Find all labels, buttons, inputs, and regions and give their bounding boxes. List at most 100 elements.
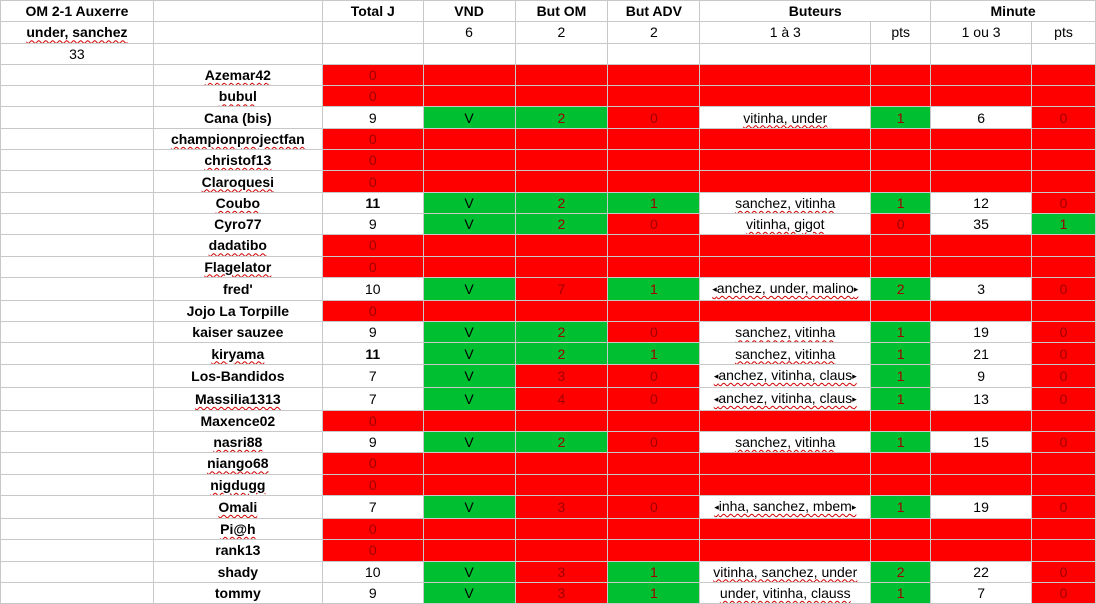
header-vnd[interactable]: VND <box>422 0 516 23</box>
but-om-cell[interactable]: 2 <box>514 321 609 344</box>
empty-cell[interactable] <box>607 299 701 323</box>
empty-cell[interactable] <box>930 170 1033 193</box>
empty-cell[interactable] <box>514 85 609 108</box>
cell[interactable] <box>422 42 516 65</box>
empty-cell[interactable] <box>607 63 701 87</box>
player-name[interactable]: nigdugg <box>152 473 323 496</box>
empty-cell[interactable] <box>930 255 1033 278</box>
minute-pts-cell[interactable]: 0 <box>1031 276 1096 301</box>
empty-cell[interactable] <box>870 452 932 475</box>
but-adv-cell[interactable]: 1 <box>607 191 701 214</box>
total-cell[interactable]: 9 <box>321 321 424 344</box>
empty-cell[interactable] <box>930 234 1033 257</box>
empty-cell[interactable] <box>514 234 609 257</box>
minute-pts-cell[interactable]: 0 <box>1031 106 1096 129</box>
total-cell[interactable]: 0 <box>321 127 424 151</box>
player-name[interactable]: niango68 <box>152 452 323 475</box>
vnd-cell[interactable]: V <box>422 494 516 519</box>
minute-cell[interactable]: 15 <box>930 431 1033 454</box>
but-adv-cell[interactable]: 0 <box>607 363 701 388</box>
but-om-cell[interactable]: 7 <box>514 276 609 301</box>
buteurs-cell[interactable]: anchez, vitinha, claus <box>699 363 872 388</box>
minute-cell[interactable]: 13 <box>930 386 1033 411</box>
minute-cell[interactable]: 6 <box>930 106 1033 129</box>
empty-cell[interactable] <box>870 170 932 193</box>
minute-pts-cell[interactable]: 0 <box>1031 321 1096 344</box>
empty-cell[interactable] <box>422 63 516 87</box>
empty-cell[interactable] <box>930 539 1033 562</box>
empty-cell[interactable] <box>1031 473 1096 496</box>
empty-cell[interactable] <box>422 255 516 278</box>
empty-cell[interactable] <box>699 299 872 323</box>
cell[interactable] <box>0 321 154 344</box>
minute-cell[interactable]: 7 <box>930 581 1033 604</box>
empty-cell[interactable] <box>607 473 701 496</box>
subheader-buteurs-pts[interactable]: pts <box>870 21 932 44</box>
empty-cell[interactable] <box>930 409 1033 433</box>
player-name[interactable]: Los-Bandidos <box>152 363 323 388</box>
cell[interactable] <box>0 363 154 388</box>
empty-cell[interactable] <box>514 149 609 172</box>
minute-pts-cell[interactable]: 0 <box>1031 560 1096 583</box>
player-name[interactable]: kaiser sauzee <box>152 321 323 344</box>
minute-cell[interactable]: 12 <box>930 191 1033 214</box>
player-name[interactable]: Cana (bis) <box>152 106 323 129</box>
buteurs-pts-cell[interactable]: 2 <box>870 560 932 583</box>
match-scorers[interactable]: under, sanchez <box>0 21 154 44</box>
empty-cell[interactable] <box>930 517 1033 541</box>
empty-cell[interactable] <box>422 85 516 108</box>
but-adv-cell[interactable]: 1 <box>607 342 701 365</box>
cell[interactable] <box>930 42 1033 65</box>
total-cell[interactable]: 0 <box>321 234 424 257</box>
vnd-cell[interactable]: V <box>422 581 516 604</box>
empty-cell[interactable] <box>870 85 932 108</box>
empty-cell[interactable] <box>870 517 932 541</box>
but-adv-cell[interactable]: 0 <box>607 494 701 519</box>
player-name[interactable]: kiryama <box>152 342 323 365</box>
buteurs-pts-cell[interactable]: 1 <box>870 321 932 344</box>
subheader-vnd[interactable]: 6 <box>422 21 516 44</box>
empty-cell[interactable] <box>607 127 701 151</box>
empty-cell[interactable] <box>422 517 516 541</box>
empty-cell[interactable] <box>699 149 872 172</box>
total-cell[interactable]: 0 <box>321 473 424 496</box>
total-cell[interactable]: 7 <box>321 386 424 411</box>
total-cell[interactable]: 0 <box>321 409 424 433</box>
empty-cell[interactable] <box>514 63 609 87</box>
minute-pts-cell[interactable]: 0 <box>1031 581 1096 604</box>
total-cell[interactable]: 9 <box>321 581 424 604</box>
cell[interactable] <box>870 42 932 65</box>
but-om-cell[interactable]: 3 <box>514 581 609 604</box>
buteurs-cell[interactable]: sanchez, vitinha <box>699 342 872 365</box>
empty-cell[interactable] <box>514 127 609 151</box>
empty-cell[interactable] <box>1031 234 1096 257</box>
minute-cell[interactable]: 21 <box>930 342 1033 365</box>
buteurs-pts-cell[interactable]: 1 <box>870 106 932 129</box>
total-cell[interactable]: 0 <box>321 255 424 278</box>
empty-cell[interactable] <box>607 539 701 562</box>
header-but-adv[interactable]: But ADV <box>607 0 701 23</box>
empty-cell[interactable] <box>930 473 1033 496</box>
total-cell[interactable]: 7 <box>321 363 424 388</box>
buteurs-pts-cell[interactable]: 1 <box>870 431 932 454</box>
empty-cell[interactable] <box>422 170 516 193</box>
empty-cell[interactable] <box>699 473 872 496</box>
subheader-but-adv[interactable]: 2 <box>607 21 701 44</box>
empty-cell[interactable] <box>1031 452 1096 475</box>
cell[interactable] <box>0 409 154 433</box>
minute-pts-cell[interactable]: 0 <box>1031 431 1096 454</box>
but-om-cell[interactable]: 2 <box>514 431 609 454</box>
empty-cell[interactable] <box>699 234 872 257</box>
total-cell[interactable]: 0 <box>321 517 424 541</box>
empty-cell[interactable] <box>930 149 1033 172</box>
empty-cell[interactable] <box>870 63 932 87</box>
empty-cell[interactable] <box>1031 299 1096 323</box>
but-adv-cell[interactable]: 0 <box>607 212 701 236</box>
cell[interactable] <box>321 42 424 65</box>
total-cell[interactable]: 0 <box>321 149 424 172</box>
but-om-cell[interactable]: 3 <box>514 494 609 519</box>
but-adv-cell[interactable]: 1 <box>607 560 701 583</box>
cell[interactable] <box>321 21 424 44</box>
total-cell[interactable]: 11 <box>321 191 424 214</box>
player-name[interactable]: dadatibo <box>152 234 323 257</box>
